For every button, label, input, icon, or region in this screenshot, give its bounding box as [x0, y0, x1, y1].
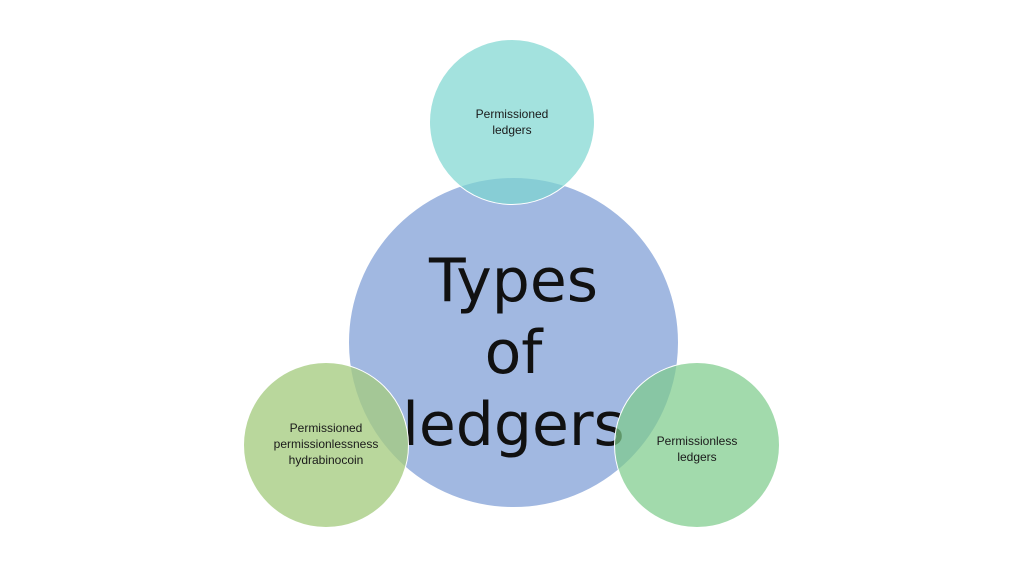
top-circle: Permissioned ledgers — [429, 39, 595, 205]
bottom-right-circle: Permissionless ledgers — [614, 362, 780, 528]
bottom-left-circle: Permissioned permissionlessness hydrabin… — [243, 362, 409, 528]
top-circle-label: Permissioned ledgers — [475, 107, 549, 137]
bottom-right-circle-label: Permissionless ledgers — [656, 434, 738, 464]
center-title: Types of ledgers — [402, 245, 625, 460]
bottom-left-circle-label: Permissioned permissionlessness hydrabin… — [273, 421, 379, 467]
